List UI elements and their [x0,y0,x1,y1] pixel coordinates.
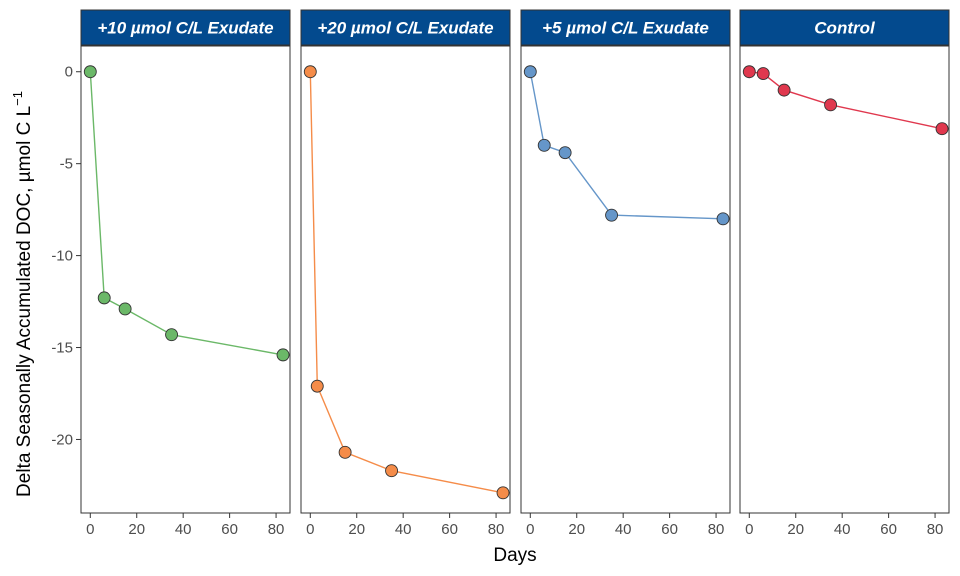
data-point [303,65,317,79]
data-point [523,65,537,79]
data-point [756,67,770,81]
y-tick-label: -15 [51,340,73,357]
x-axis-title: Days [493,545,536,566]
data-point [537,138,551,152]
x-tick-label: 20 [787,521,804,538]
data-point [83,65,97,79]
data-point [496,486,510,500]
x-tick-label: 0 [86,521,94,538]
x-tick-label: 40 [834,521,851,538]
x-tick-label: 80 [488,521,505,538]
y-tick-label: 0 [65,64,73,81]
x-tick-label: 80 [268,521,285,538]
panel: +10 µmol C/L Exudate 0 20 40 60 80 [80,9,291,538]
data-point [935,122,949,136]
data-point [165,328,179,342]
x-tick-label: 60 [661,521,678,538]
y-axis-title: Delta Seasonally Accumulated DOC, µmol C… [10,91,35,497]
panel-title: +10 µmol C/L Exudate [97,19,273,38]
data-point [777,83,791,97]
panel-title: +5 µmol C/L Exudate [542,19,709,38]
series-line [309,71,504,494]
data-point [97,291,111,305]
x-tick-label: 0 [526,521,534,538]
data-point [742,65,756,79]
x-tick-label: 20 [568,521,585,538]
x-tick-label: 60 [880,521,897,538]
data-point [558,146,572,160]
panel-strip [739,9,950,46]
y-tick-label: -5 [60,156,73,173]
data-point [605,208,619,222]
series-line [89,71,284,356]
panel-frame [300,45,511,514]
x-tick-label: 40 [395,521,412,538]
data-point [716,212,730,226]
data-point [338,445,352,459]
y-axis-title-text: Delta Seasonally Accumulated DOC, µmol C… [14,106,35,497]
x-tick-label: 80 [927,521,944,538]
x-tick-label: 0 [745,521,753,538]
data-point [276,348,290,362]
panel: Control 0 20 40 60 80 [739,9,950,538]
panel: +5 µmol C/L Exudate 0 20 40 60 80 [520,9,731,538]
data-point [385,464,399,478]
y-axis: 0 -5 -10 -15 -20 [51,64,81,448]
x-tick-label: 40 [615,521,632,538]
x-tick-label: 80 [708,521,725,538]
panel-strip [300,9,511,46]
x-tick-label: 40 [175,521,192,538]
x-tick-label: 60 [441,521,458,538]
panel-frame [739,45,950,514]
x-tick-label: 20 [348,521,365,538]
panel-frame [80,45,291,514]
y-tick-label: -10 [51,248,73,265]
x-tick-label: 0 [306,521,314,538]
panel: +20 µmol C/L Exudate 0 20 40 60 80 [300,9,511,538]
panel-frame [520,45,731,514]
data-point [824,98,838,112]
y-axis-title-unit-exponent: −1 [10,91,25,106]
panel-title: +20 µmol C/L Exudate [317,19,493,38]
x-tick-label: 60 [221,521,238,538]
series-line [529,71,724,220]
x-tick-label: 20 [128,521,145,538]
panel-strip [80,9,291,46]
panel-strip [520,9,731,46]
y-tick-label: -20 [51,431,73,448]
data-point [118,302,132,316]
panel-title: Control [814,19,876,38]
series-line [749,71,943,130]
data-point [310,379,324,393]
